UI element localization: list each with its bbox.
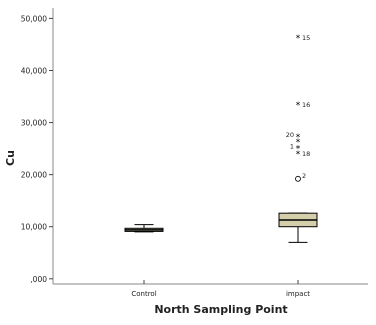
extreme-label: 15	[302, 34, 310, 42]
extreme-label: 20	[286, 131, 294, 139]
y-tick-label: 40,000	[21, 66, 47, 75]
box-control	[124, 224, 164, 233]
extreme-point: *	[296, 138, 301, 148]
x-tick-label: Control	[131, 290, 156, 298]
y-ticks: ,000 10,000 20,000 30,000 40,000 50,000 Contro…	[21, 14, 311, 298]
y-tick-label: 50,000	[21, 14, 47, 23]
x-axis-label: North Sampling Point	[154, 303, 287, 316]
x-tick-label: impact	[286, 290, 310, 298]
y-axis-label: Cu	[4, 150, 17, 166]
extreme-point: *	[296, 145, 301, 155]
y-tick-label: 20,000	[21, 171, 47, 180]
outlier-label: 2	[302, 172, 306, 180]
extreme-label: 1	[290, 143, 294, 151]
y-tick-label: ,000	[30, 275, 47, 284]
extreme-point: *	[296, 150, 301, 160]
box-impact	[278, 212, 318, 243]
extreme-point: *	[296, 34, 301, 44]
outlier-point	[295, 175, 301, 182]
outliers-layer: 2* 15* 16*20**1* 18	[286, 34, 310, 182]
extreme-label: 16	[302, 101, 310, 109]
extreme-point: *	[296, 101, 301, 111]
y-tick-label: 30,000	[21, 119, 47, 128]
y-tick-label: 10,000	[21, 223, 47, 232]
extreme-label: 18	[302, 150, 310, 158]
boxes-layer	[124, 212, 318, 243]
axes-layer	[52, 8, 368, 285]
extreme-point: *	[296, 133, 301, 143]
